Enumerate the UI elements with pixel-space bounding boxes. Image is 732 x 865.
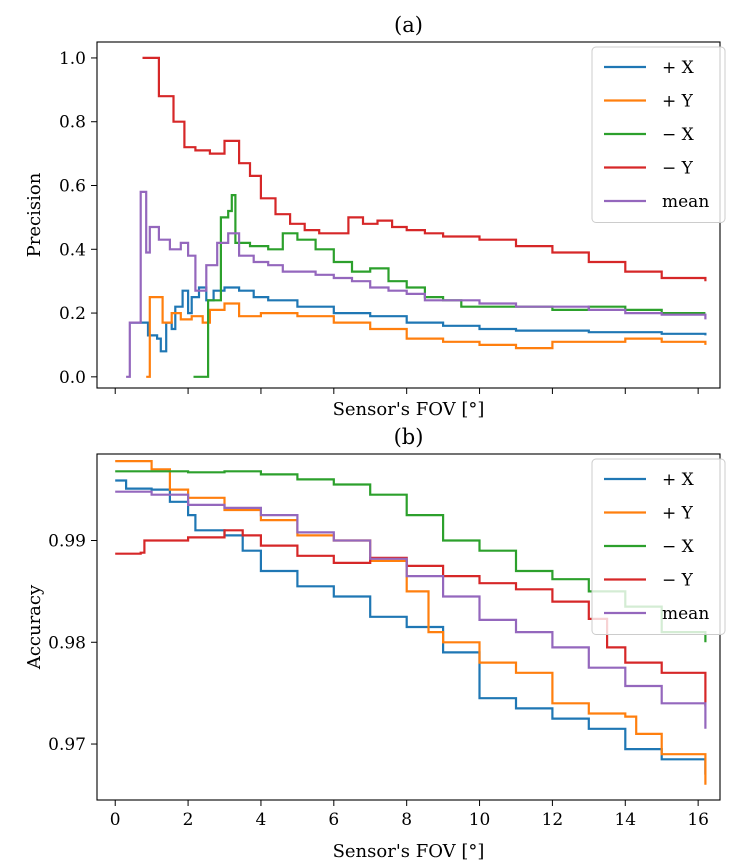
legend-entry: mean [662, 192, 709, 212]
legend: + X + Y − X − Y mean [591, 458, 726, 635]
y-tick-label: 0.0 [59, 368, 86, 388]
y-tick-label: 1.0 [59, 49, 86, 69]
legend-entry: mean [662, 604, 709, 624]
y-tick-label: 0.97 [48, 735, 86, 755]
chart-panel-0: 0.0 0.2 0.4 0.6 0.8 1.0 (a) Sensor's FOV [°] Pre… [24, 13, 726, 420]
x-axis-label: Sensor's FOV [°] [333, 841, 485, 862]
y-axis-label: Accuracy [24, 584, 45, 670]
y-tick-label: 0.98 [48, 633, 86, 653]
x-tick-label: 8 [401, 810, 412, 830]
series-line-4 [115, 490, 707, 729]
x-tick-label: 6 [328, 810, 339, 830]
legend-entry: − Y [662, 571, 694, 591]
legend-entry: − X [662, 537, 695, 557]
x-axis-label: Sensor's FOV [°] [333, 399, 485, 420]
y-tick-label: 0.2 [59, 304, 86, 324]
chart-panel-1: 0 2 4 6 8 10 12 14 16 0.97 0.98 0.99 (b) Sensor's FOV… [24, 425, 726, 862]
legend-entry: − Y [662, 159, 694, 179]
series-line-3 [142, 56, 707, 282]
legend-entry: + X [662, 58, 695, 78]
chart-title: (a) [394, 13, 423, 37]
legend: + X + Y − X − Y mean [591, 46, 726, 223]
y-axis-label: Precision [24, 172, 45, 257]
legend-box [591, 458, 726, 635]
y-tick-label: 0.8 [59, 113, 86, 133]
x-tick-label: 10 [469, 810, 491, 830]
legend-entry: + Y [662, 92, 694, 112]
x-tick-label: 12 [542, 810, 564, 830]
x-tick-label: 0 [110, 810, 121, 830]
series-line-1 [146, 296, 707, 378]
y-tick-label: 0.99 [48, 532, 86, 552]
legend-entry: − X [662, 125, 695, 145]
legend-entry: + X [662, 470, 695, 490]
series-line-4 [126, 190, 707, 378]
x-tick-label: 16 [687, 810, 709, 830]
x-tick-label: 4 [256, 810, 267, 830]
y-tick-label: 0.6 [59, 177, 86, 197]
chart-title: (b) [394, 425, 424, 449]
y-tick-label: 0.4 [59, 240, 86, 260]
series-line-0 [115, 479, 707, 775]
legend-entry: + Y [662, 504, 694, 524]
legend-box [591, 46, 726, 223]
x-tick-label: 2 [183, 810, 194, 830]
x-tick-label: 14 [614, 810, 636, 830]
